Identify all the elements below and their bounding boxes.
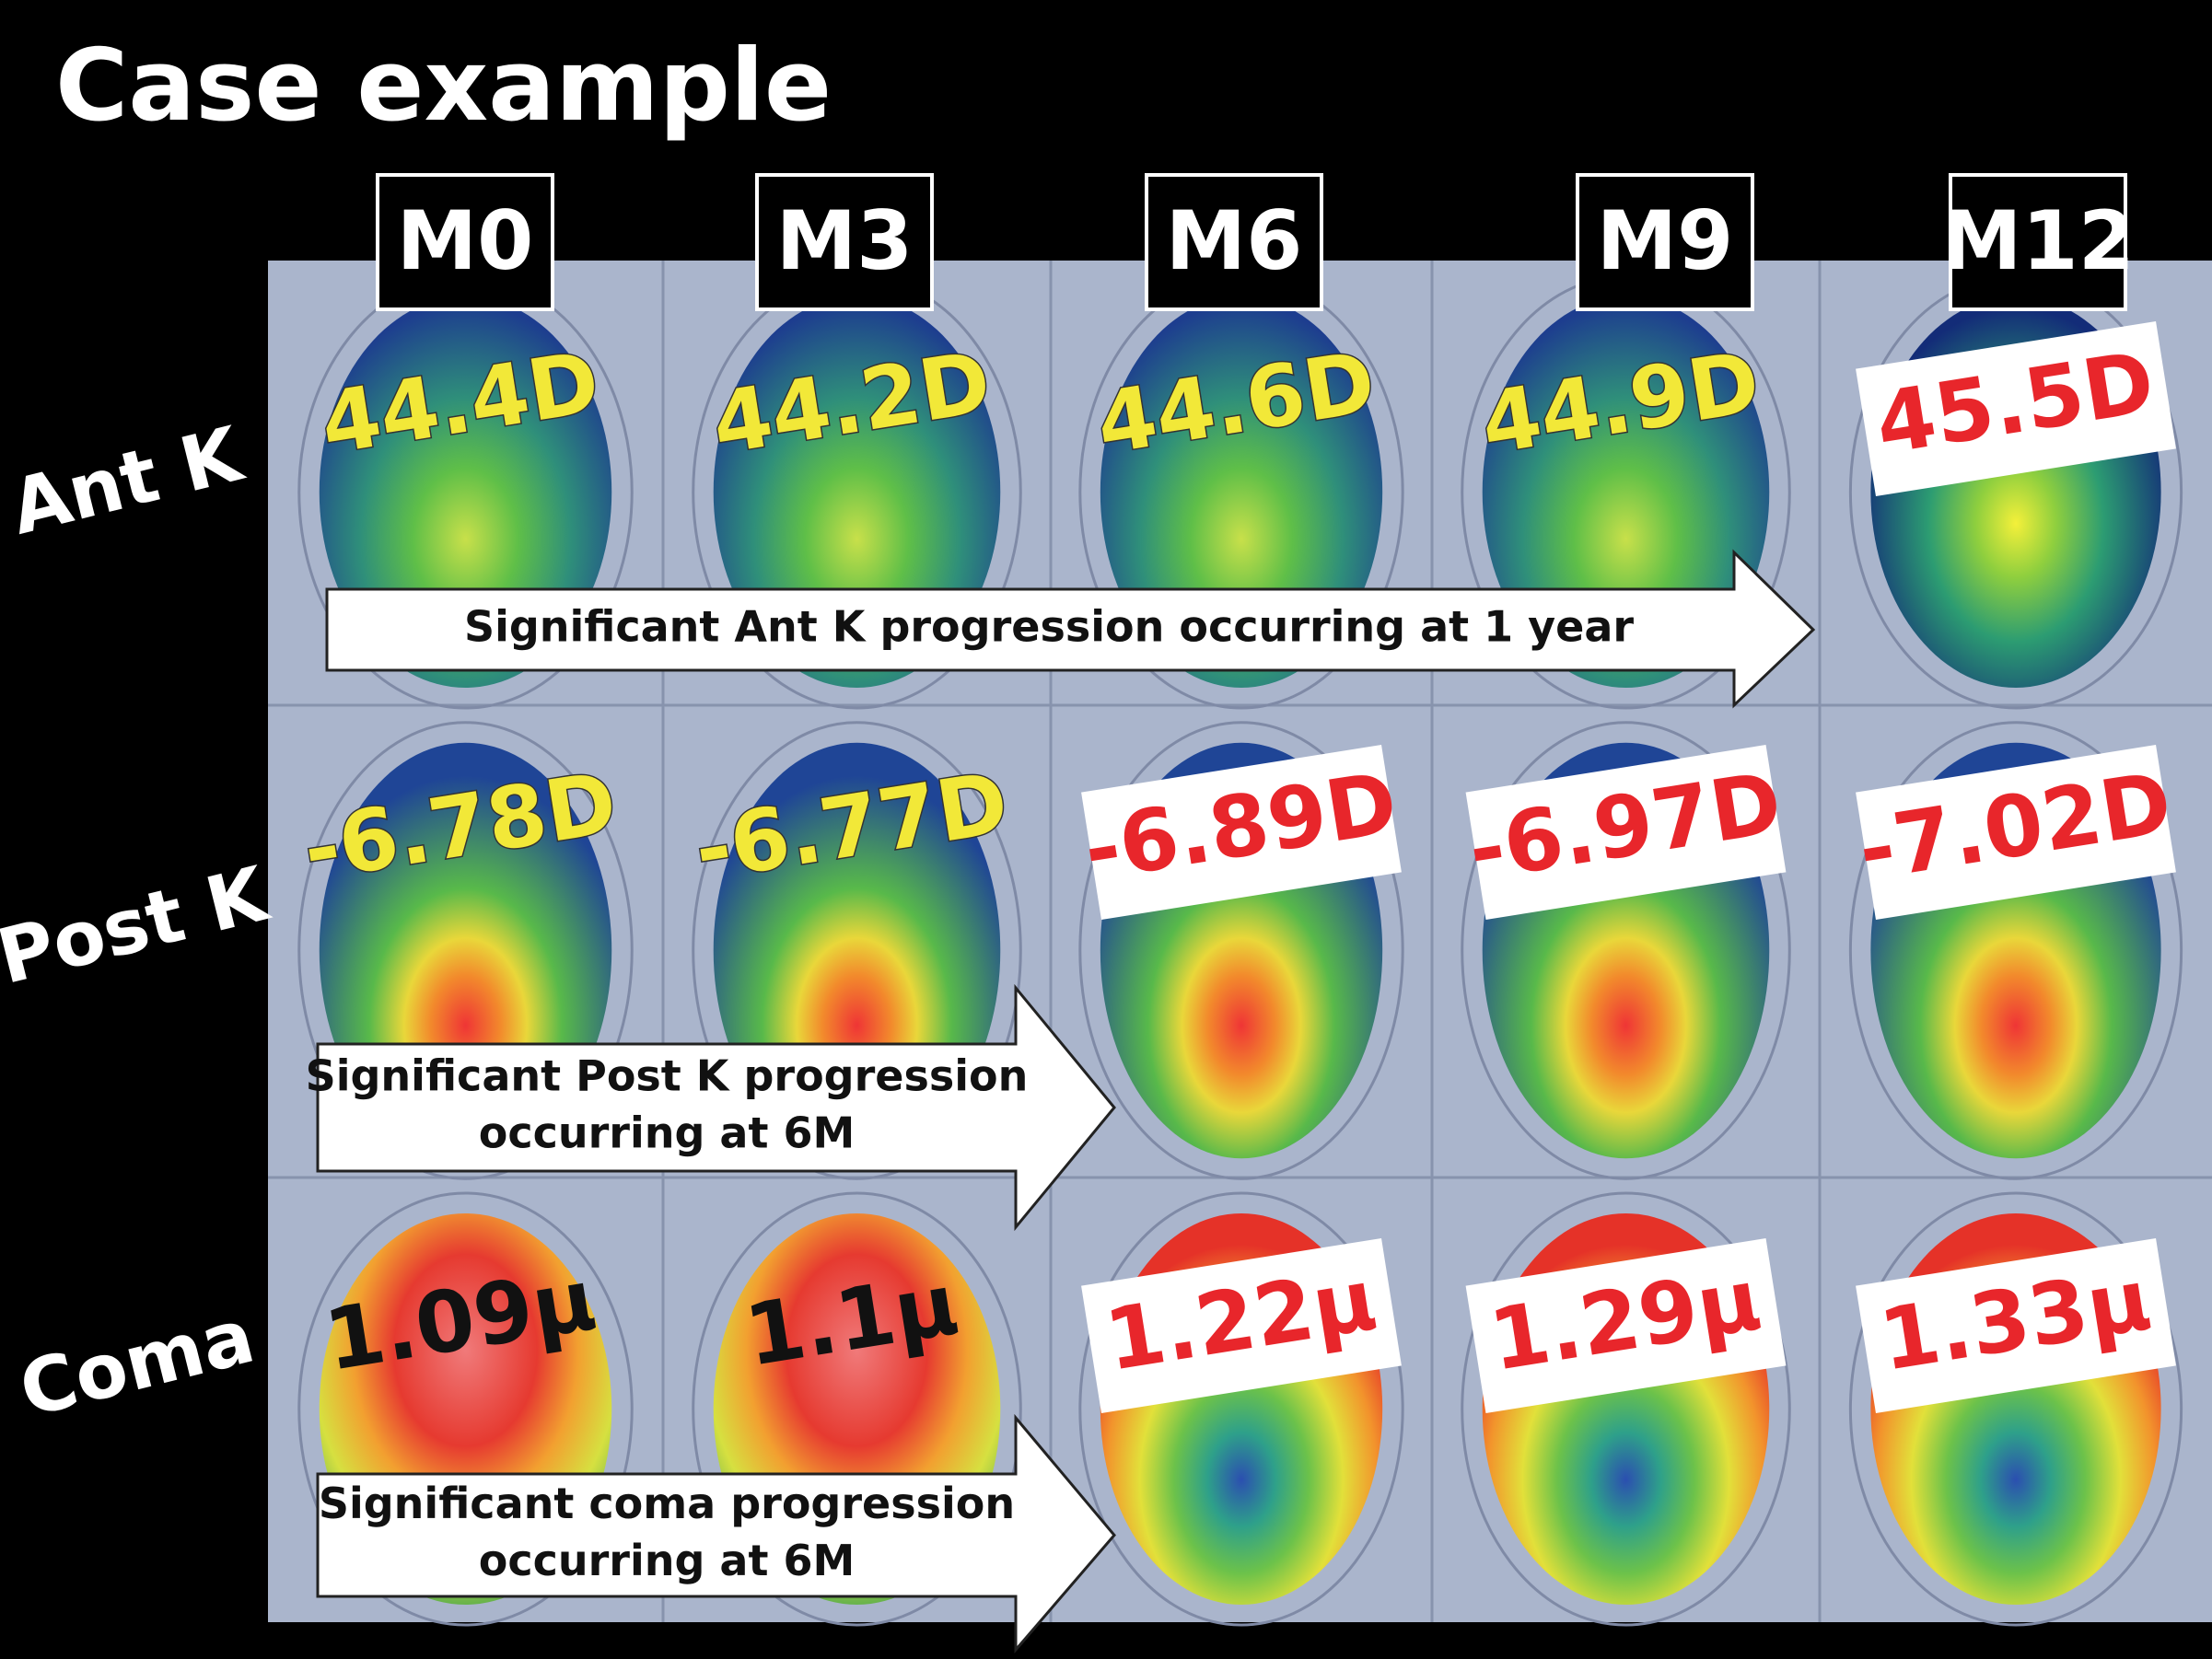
column-header: M6 <box>1166 193 1303 288</box>
row-label: Post K <box>0 850 278 1002</box>
column-header: M12 <box>1941 193 2135 288</box>
map-ring <box>297 1191 634 1627</box>
arrow-text: occurring at 6M <box>479 1108 856 1158</box>
column-header: M3 <box>776 193 914 288</box>
value-label-box <box>1081 745 1402 920</box>
column-header-box <box>1576 173 1754 311</box>
row-label: Coma <box>11 1293 262 1434</box>
arrow-text: Significant coma progression <box>319 1479 1015 1528</box>
arrow-text: occurring at 6M <box>479 1536 856 1585</box>
arrow <box>316 983 1116 1232</box>
value-label-group: 1.22μ <box>1081 1238 1402 1413</box>
map-ring <box>1848 1191 2183 1627</box>
arrow-text: Significant Ant K progression occurring … <box>464 602 1634 652</box>
value-label-group: 45.5D <box>1856 321 2176 496</box>
value-label-box <box>1465 745 1787 920</box>
column-header-box <box>1949 173 2127 311</box>
value-label-box <box>1081 1238 1402 1413</box>
map-ring <box>1078 721 1404 1180</box>
column-header: M0 <box>397 193 534 288</box>
value-label-group: -7.02D <box>1852 745 2178 920</box>
map-ring <box>692 721 1022 1180</box>
column-header-box <box>755 173 934 311</box>
map-ring <box>1461 1191 1791 1627</box>
column-header: M9 <box>1597 193 1734 288</box>
value-label-box <box>1856 321 2176 496</box>
slide-title: Case example <box>55 29 832 144</box>
column-header-box <box>1145 173 1323 311</box>
map-ring <box>297 721 634 1180</box>
row-label: Ant K <box>2 411 252 552</box>
map-ring <box>1848 721 2183 1180</box>
map-ring <box>1078 1191 1404 1627</box>
arrow-text: Significant Post K progression <box>306 1051 1029 1101</box>
map-ring <box>692 1191 1022 1627</box>
arrow <box>325 549 1816 709</box>
value-label-box <box>1465 1238 1787 1413</box>
value-label-box <box>1856 745 2176 920</box>
value-label-box <box>1856 1238 2176 1413</box>
column-header-box <box>376 173 554 311</box>
map-ring <box>1461 721 1791 1180</box>
arrow <box>316 1413 1116 1654</box>
